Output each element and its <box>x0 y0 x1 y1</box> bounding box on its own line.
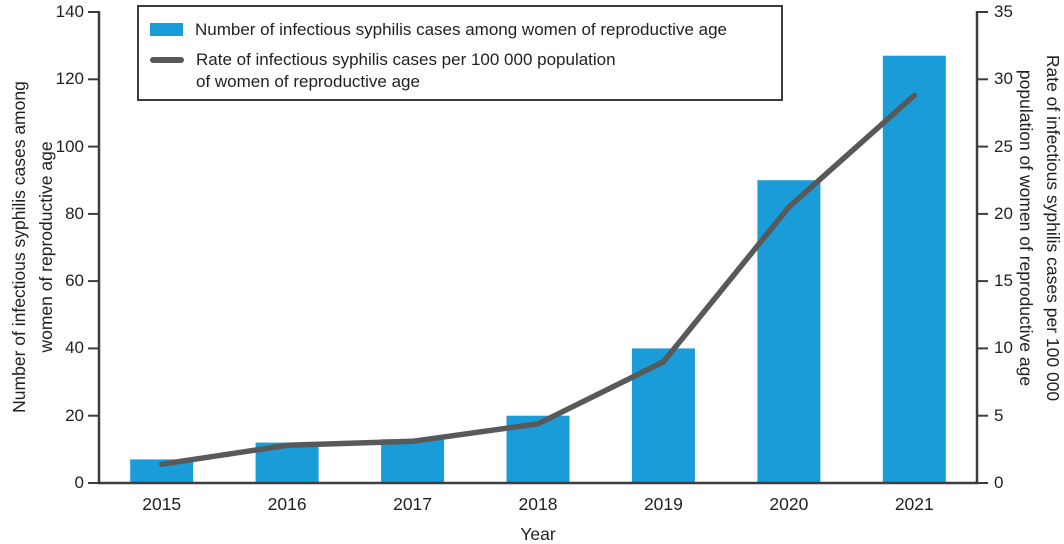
right-axis-tick-5: 25 <box>994 136 1013 156</box>
left-axis-tick-6: 120 <box>55 69 84 89</box>
rate-line <box>158 92 918 467</box>
right-axis-title-line1: Rate of infectious syphilis cases per 10… <box>1043 54 1063 402</box>
rate-legend-label: Rate of infectious syphilis cases per 10… <box>196 49 616 93</box>
left-axis-tick-3: 60 <box>65 271 84 291</box>
x-axis-tick-2017: 2017 <box>393 494 433 514</box>
legend: Number of infectious syphilis cases amon… <box>137 5 783 101</box>
left-axis-tick-7: 140 <box>55 2 84 21</box>
right-axis-tick-2: 10 <box>994 338 1013 358</box>
right-axis-tick-6: 30 <box>994 69 1013 89</box>
right-axis-tick-1: 5 <box>994 405 1004 425</box>
cases-legend-swatch <box>150 23 183 36</box>
legend-item-cases: Number of infectious syphilis cases amon… <box>150 19 773 41</box>
rate-line-legend-swatch <box>150 57 184 63</box>
bar-2020 <box>757 180 821 483</box>
bar-2017 <box>381 439 445 483</box>
right-axis-tick-3: 15 <box>994 271 1013 291</box>
legend-item-rate: Rate of infectious syphilis cases per 10… <box>150 49 773 93</box>
right-axis-tick-7: 35 <box>994 2 1013 21</box>
left-axis-tick-5: 100 <box>55 136 84 156</box>
x-axis-tick-2016: 2016 <box>267 494 307 514</box>
bar-2015 <box>130 459 194 483</box>
right-axis-title: Rate of infectious syphilis cases per 10… <box>1012 55 1064 401</box>
left-axis-title-line1: Number of infectious syphilis cases amon… <box>9 81 29 413</box>
x-axis-tick-2018: 2018 <box>518 494 558 514</box>
x-axis-tick-2020: 2020 <box>769 494 809 514</box>
rate-legend-label-line2: of women of reproductive age <box>196 72 420 91</box>
right-axis-tick-0: 0 <box>994 473 1004 492</box>
right-axis-title-line2: population of women of reproductive age <box>1016 69 1036 387</box>
bar-2019 <box>631 348 695 483</box>
rate-legend-label-line1: Rate of infectious syphilis cases per 10… <box>196 50 616 69</box>
x-axis-title: Year <box>520 524 556 544</box>
x-axis-tick-2015: 2015 <box>142 494 182 514</box>
x-axis-tick-2021: 2021 <box>894 494 934 514</box>
left-axis-title: Number of infectious syphilis cases amon… <box>6 81 60 413</box>
left-axis-tick-1: 20 <box>65 405 84 425</box>
left-axis-tick-4: 80 <box>65 203 84 223</box>
left-axis-title-line2: women of reproductive age <box>36 141 56 353</box>
left-axis-tick-2: 40 <box>65 338 84 358</box>
left-axis-tick-0: 0 <box>74 473 84 492</box>
x-axis-tick-2019: 2019 <box>643 494 683 514</box>
bar-2021 <box>882 55 946 483</box>
right-axis-tick-4: 20 <box>994 203 1013 223</box>
cases-legend-label: Number of infectious syphilis cases amon… <box>195 20 727 39</box>
